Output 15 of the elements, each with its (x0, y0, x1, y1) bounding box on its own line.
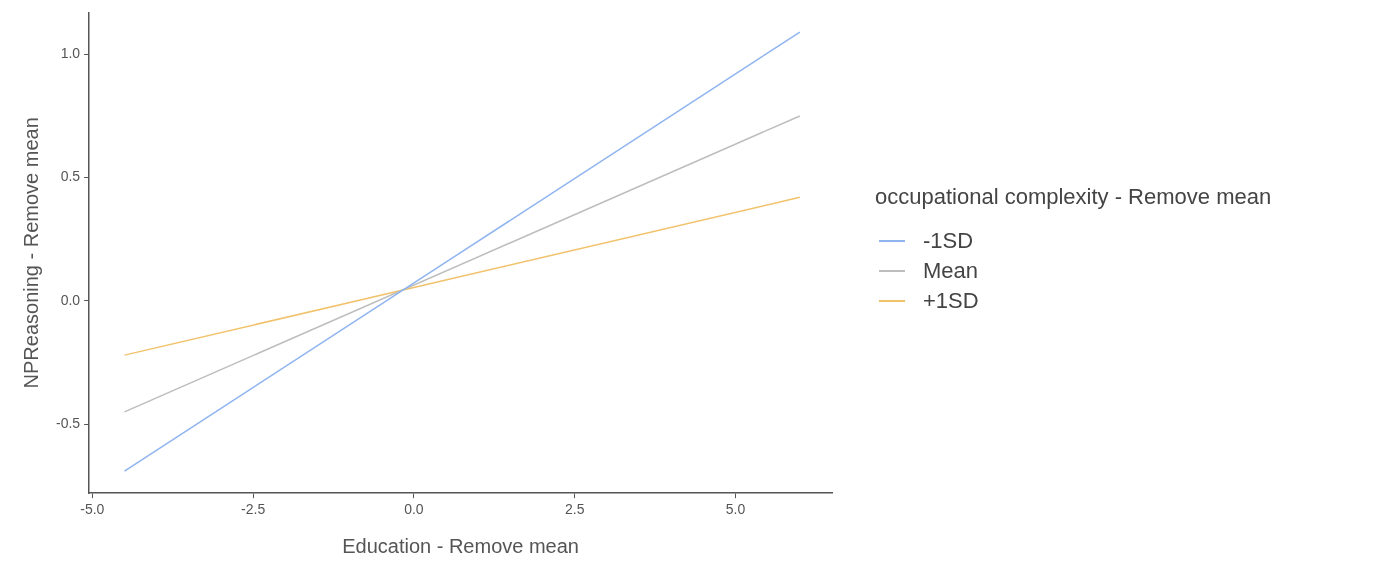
x-tick-label: 2.5 (564, 501, 585, 518)
legend-label: +1SD (923, 288, 979, 314)
y-tick-label: 1.0 (60, 45, 81, 62)
y-tick-label: 0.5 (60, 168, 81, 185)
legend-label: -1SD (923, 228, 974, 254)
legend-label: Mean (923, 258, 979, 284)
x-axis-title: Education - Remove mean (342, 534, 579, 557)
x-tick-label: -5.0 (80, 501, 105, 518)
x-tick-label: 5.0 (725, 501, 746, 518)
y-tick-label: -0.5 (56, 415, 81, 432)
y-tick-label: 0.0 (60, 291, 81, 308)
x-tick-label: 0.0 (404, 501, 424, 518)
legend-title: occupational complexity - Remove mean (875, 184, 1272, 211)
x-tick-label: -2.5 (241, 501, 266, 518)
y-axis-title: NPReasoning - Remove mean (19, 117, 42, 389)
